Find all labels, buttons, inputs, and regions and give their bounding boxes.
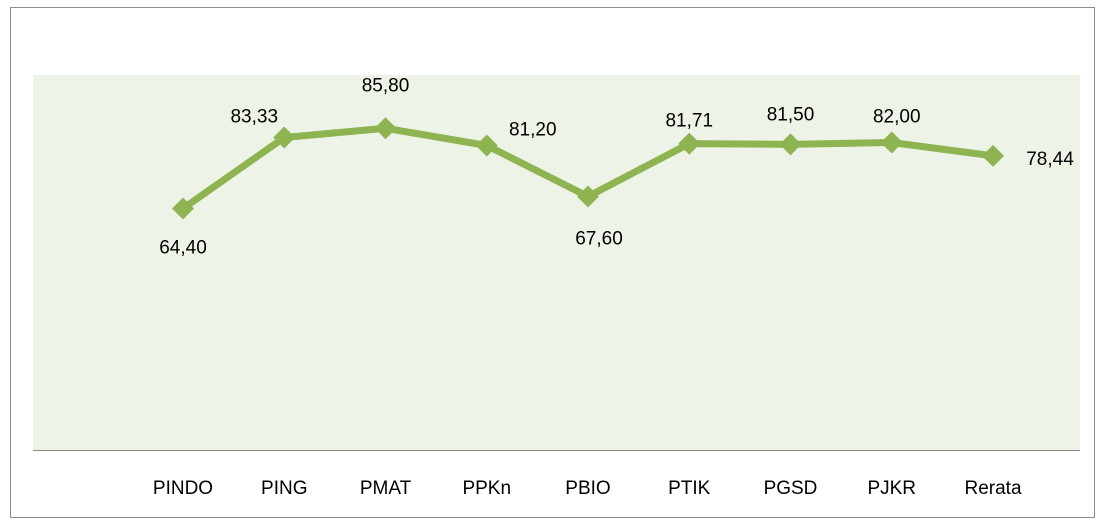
x-tick-label: PING: [261, 478, 307, 499]
x-tick-label: PJKR: [867, 478, 916, 499]
data-label: 81,50: [767, 104, 815, 125]
data-marker: [678, 132, 701, 155]
data-label: 67,60: [575, 229, 623, 250]
data-label: 78,44: [1026, 149, 1074, 170]
data-marker: [982, 144, 1004, 167]
data-marker: [374, 117, 397, 140]
data-marker: [779, 133, 802, 156]
x-tick-label: PINDO: [153, 478, 213, 499]
x-tick-label: PBIO: [565, 478, 610, 499]
data-marker: [577, 185, 599, 208]
data-label: 81,71: [665, 111, 713, 132]
x-tick-label: PMAT: [360, 478, 412, 499]
data-marker: [880, 131, 903, 154]
x-tick-label: PGSD: [764, 478, 818, 499]
data-marker: [475, 134, 498, 157]
data-label: 64,40: [159, 238, 207, 259]
x-tick-label: Rerata: [964, 478, 1021, 499]
data-label: 82,00: [873, 107, 921, 128]
data-label: 81,20: [509, 120, 557, 141]
data-marker: [172, 197, 194, 220]
data-label: 85,80: [362, 75, 410, 96]
data-marker: [273, 126, 296, 149]
plot-area: [33, 75, 1080, 450]
x-tick-label: PPKn: [462, 478, 511, 499]
data-label: 83,33: [230, 107, 278, 128]
x-tick-label: PTIK: [668, 478, 711, 499]
